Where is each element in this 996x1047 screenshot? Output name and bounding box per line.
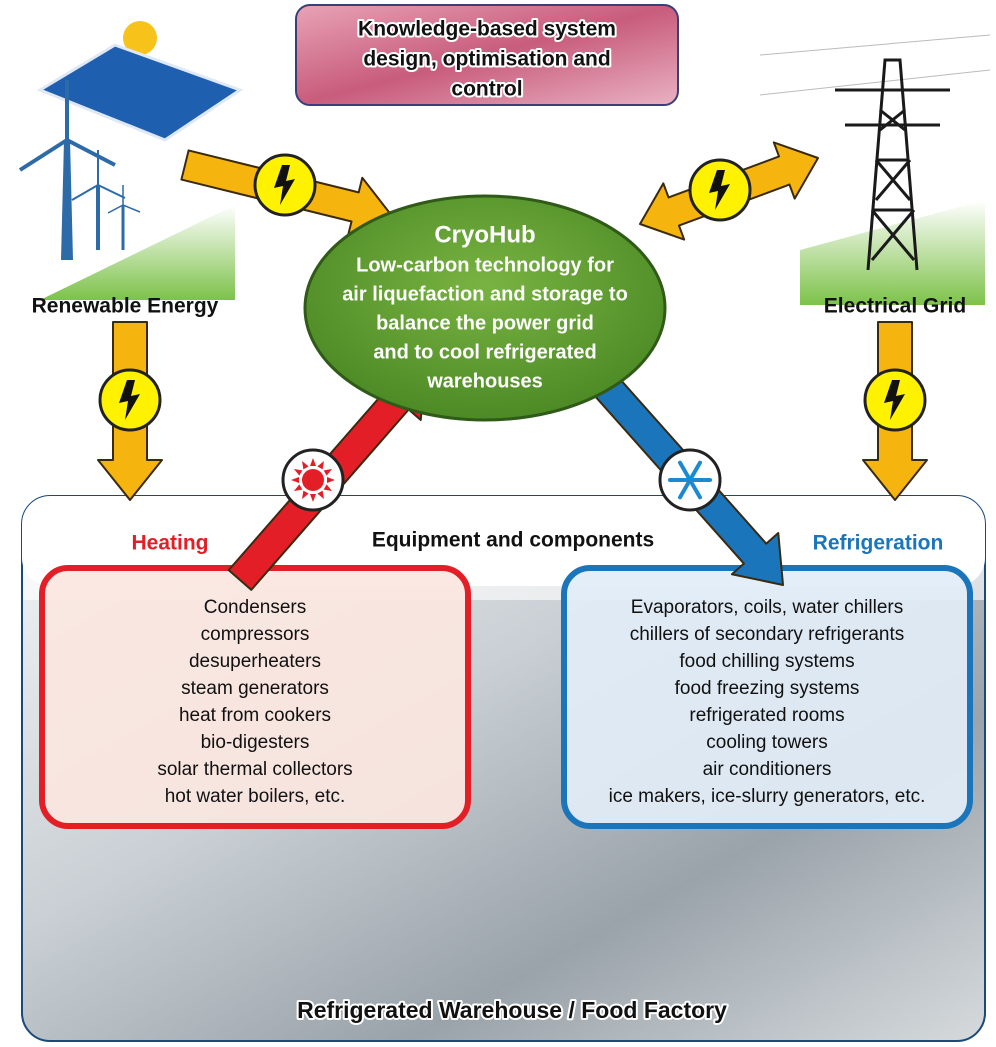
heating-item: desuperheaters <box>189 651 321 672</box>
cryohub-line: balance the power grid <box>376 312 594 334</box>
cryohub-title: CryoHub <box>434 221 535 248</box>
knowledge-line: control <box>451 78 522 101</box>
panel-footer: Refrigerated Warehouse / Food Factory <box>297 997 727 1023</box>
refrigeration-item: food chilling systems <box>679 651 854 672</box>
grass <box>800 200 985 305</box>
heating-item: hot water boilers, etc. <box>165 786 346 807</box>
heating-item: steam generators <box>181 678 329 699</box>
panel-heading: Equipment and components <box>372 529 654 552</box>
knowledge-line: design, optimisation and <box>363 48 610 71</box>
cryohub-line: and to cool refrigerated <box>373 341 596 363</box>
refrigeration-item: refrigerated rooms <box>689 705 844 726</box>
refrigeration-item: cooling towers <box>706 732 827 753</box>
sun-icon <box>302 469 324 491</box>
refrigeration-item: air conditioners <box>703 759 832 780</box>
grid-label: Electrical Grid <box>824 295 966 318</box>
renewable-label: Renewable Energy <box>32 295 219 318</box>
heating-item: bio-digesters <box>201 732 310 753</box>
cryohub-line: warehouses <box>426 370 543 392</box>
heating-item: heat from cookers <box>179 705 331 726</box>
heating-title: Heating <box>131 532 208 555</box>
refrigeration-item: chillers of secondary refrigerants <box>630 624 905 645</box>
solar-panel <box>40 45 240 140</box>
cryohub-line: Low-carbon technology for <box>356 254 614 276</box>
heating-item: compressors <box>201 624 310 645</box>
refrigeration-title: Refrigeration <box>813 532 944 555</box>
heating-item: solar thermal collectors <box>157 759 352 780</box>
cryohub-line: air liquefaction and storage to <box>342 283 628 305</box>
diagram: Knowledge-based system design, optimisati… <box>0 0 996 1047</box>
refrigeration-item: ice makers, ice-slurry generators, etc. <box>609 786 926 807</box>
knowledge-line: Knowledge-based system <box>358 18 616 41</box>
refrigeration-item: Evaporators, coils, water chillers <box>631 597 903 618</box>
refrigeration-item: food freezing systems <box>675 678 860 699</box>
heating-item: Condensers <box>204 597 306 618</box>
